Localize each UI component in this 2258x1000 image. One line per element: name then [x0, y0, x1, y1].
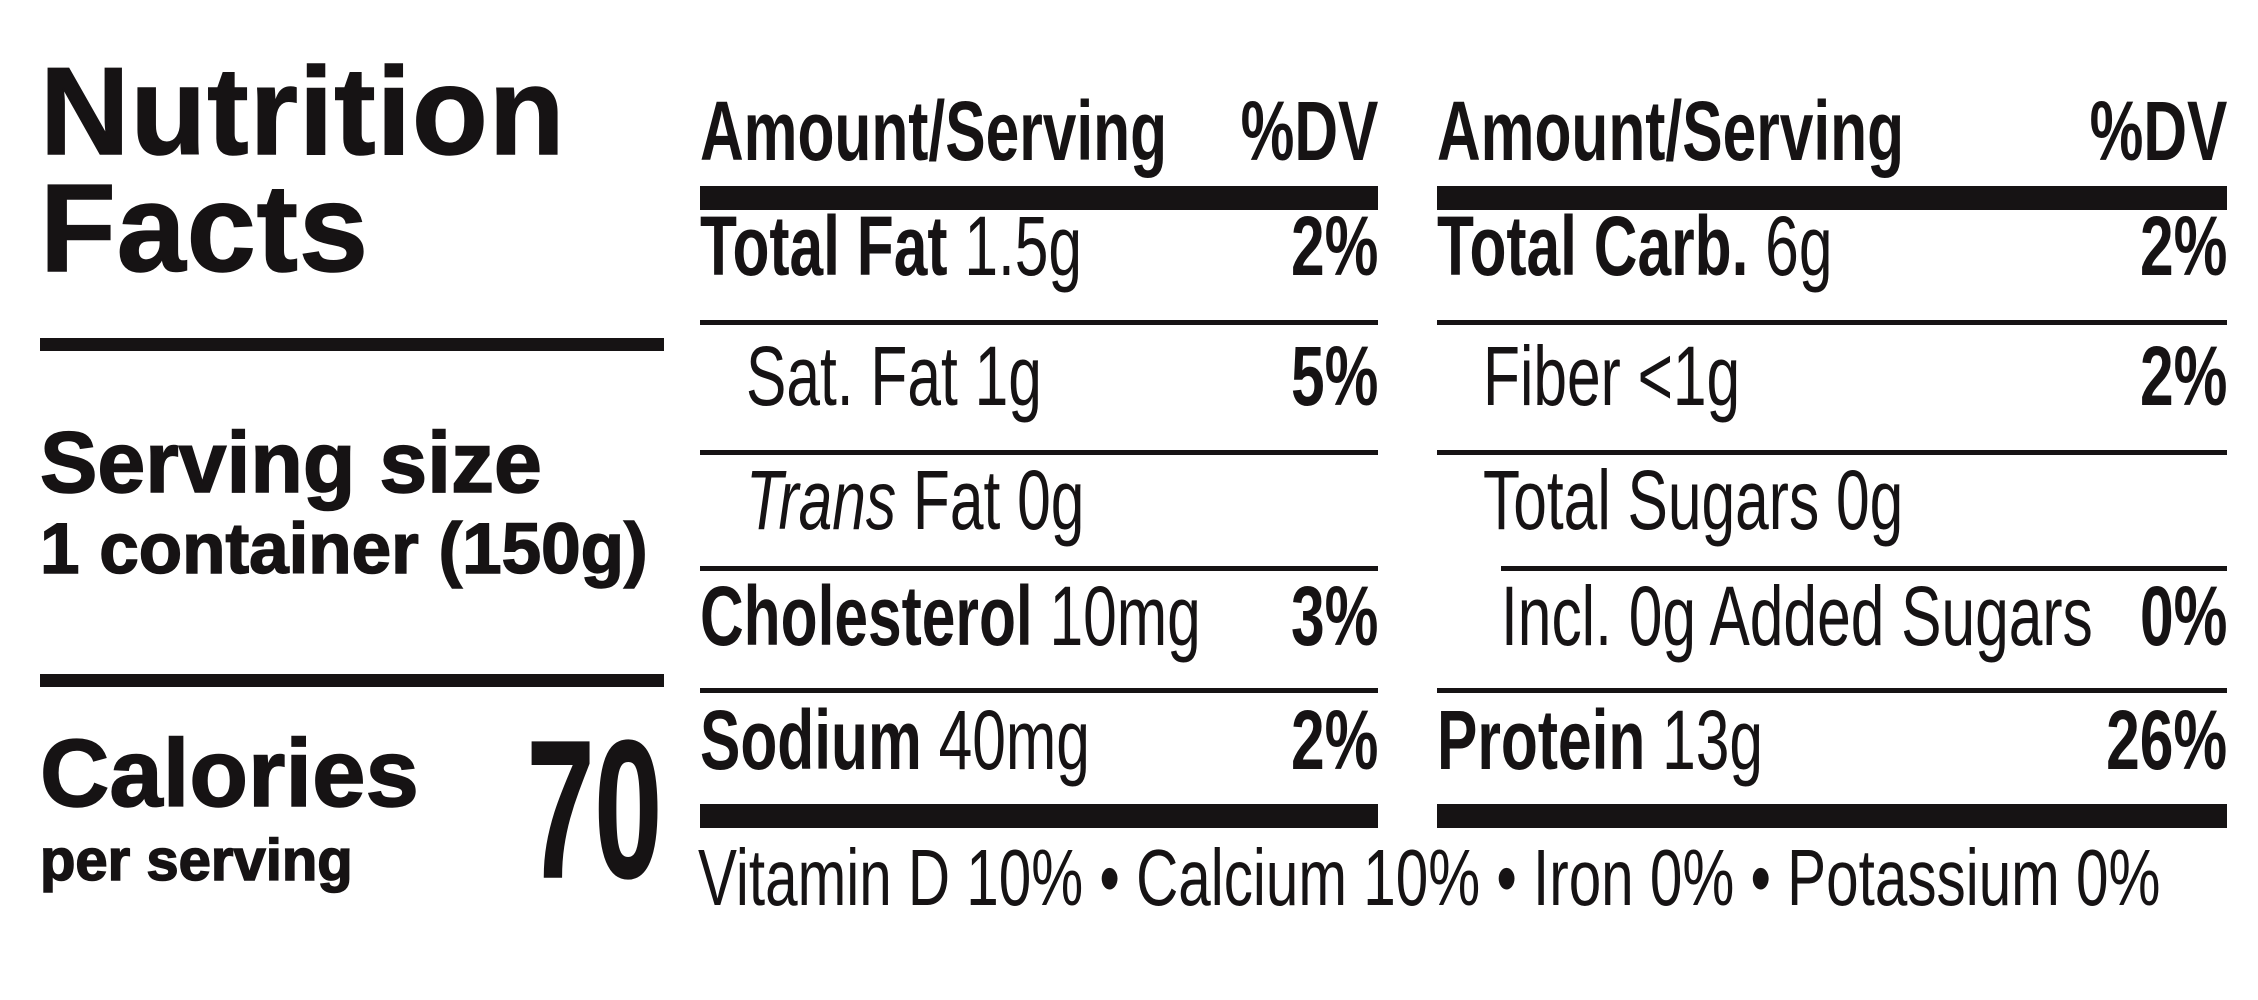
nutrient-name: Incl. 0g Added Sugars	[1501, 569, 2093, 663]
row-sat-fat: Sat. Fat 1g 5%	[700, 334, 1378, 418]
serving-size-label: Serving size	[39, 415, 542, 511]
amount-serving-header: Amount/Serving	[1437, 84, 1905, 178]
column-header: Amount/Serving %DV	[700, 89, 1378, 173]
footer-bar	[700, 804, 1378, 828]
calories-per-serving-label: per serving	[39, 828, 353, 893]
nutrient-name-italic: Trans	[746, 453, 897, 547]
header-bar	[1437, 186, 2227, 210]
calories-value: 70	[444, 700, 662, 919]
divider	[1437, 450, 2227, 455]
row-added-sugars: Incl. 0g Added Sugars 0%	[1437, 574, 2227, 658]
row-fiber: Fiber <1g 2%	[1437, 334, 2227, 418]
calories-number: 70	[526, 700, 662, 919]
title-line-2: Facts	[39, 159, 369, 298]
dv-value: 2%	[1290, 199, 1378, 293]
nutrient-name: Protein 13g	[1437, 698, 1763, 782]
nutrient-amount: 13g	[1645, 693, 1764, 787]
nutrient-amount: Fat 0g	[896, 453, 1085, 547]
nutrient-name-bold: Sodium	[700, 693, 922, 787]
micronutrients-footer: Vitamin D 10% • Calcium 10% • Iron 0% • …	[698, 838, 2243, 918]
divider	[40, 674, 664, 687]
percent-dv-header: %DV	[1240, 84, 1378, 178]
row-total-sugars: Total Sugars 0g	[1437, 458, 2227, 542]
dv-value: 2%	[2139, 329, 2227, 423]
dv-value: 3%	[1290, 569, 1378, 663]
divider	[1501, 566, 2227, 571]
nutrient-name: Sodium 40mg	[700, 698, 1090, 782]
percent-dv-header: %DV	[2089, 84, 2227, 178]
dv-value: 0%	[2139, 569, 2227, 663]
nutrition-column-fats: Amount/Serving %DV Total Fat 1.5g 2% Sat…	[700, 0, 1378, 1000]
row-total-carb: Total Carb. 6g 2%	[1437, 204, 2227, 288]
row-sodium: Sodium 40mg 2%	[700, 698, 1378, 782]
micronutrients-text: Vitamin D 10% • Calcium 10% • Iron 0% • …	[698, 833, 2161, 922]
divider	[700, 566, 1378, 571]
divider	[1437, 688, 2227, 693]
divider	[700, 688, 1378, 693]
nutrient-amount: 1.5g	[947, 199, 1083, 293]
nutrient-name-bold: Protein	[1437, 693, 1646, 787]
nutrition-column-carbs: Amount/Serving %DV Total Carb. 6g 2% Fib…	[1437, 0, 2227, 1000]
dv-value: 26%	[2105, 693, 2227, 787]
divider	[700, 320, 1378, 325]
amount-serving-header: Amount/Serving	[700, 84, 1168, 178]
dv-value: 5%	[1290, 329, 1378, 423]
nutrition-title: Nutrition Facts	[39, 43, 566, 298]
row-total-fat: Total Fat 1.5g 2%	[700, 204, 1378, 288]
dv-value: 2%	[2139, 199, 2227, 293]
nutrient-name: Total Sugars 0g	[1483, 453, 1904, 547]
divider	[1437, 320, 2227, 325]
nutrient-name: Trans Fat 0g	[746, 458, 1084, 542]
header-bar	[700, 186, 1378, 210]
nutrient-name: Total Carb. 6g	[1437, 204, 1832, 288]
nutrient-name: Cholesterol 10mg	[700, 574, 1201, 658]
nutrient-name-bold: Total Carb.	[1437, 199, 1749, 293]
nutrient-name: Sat. Fat 1g	[746, 329, 1042, 423]
footer-bar	[1437, 804, 2227, 828]
row-protein: Protein 13g 26%	[1437, 698, 2227, 782]
nutrient-name: Fiber <1g	[1483, 329, 1741, 423]
serving-size-value: 1 container (150g)	[39, 510, 648, 589]
dv-value: 2%	[1290, 693, 1378, 787]
row-cholesterol: Cholesterol 10mg 3%	[700, 574, 1378, 658]
nutrient-name-bold: Total Fat	[700, 199, 948, 293]
divider	[40, 338, 664, 351]
divider	[700, 450, 1378, 455]
nutrient-name: Total Fat 1.5g	[700, 204, 1082, 288]
nutrient-amount: 6g	[1748, 199, 1833, 293]
nutrient-name-bold: Cholesterol	[700, 569, 1033, 663]
column-header: Amount/Serving %DV	[1437, 89, 2227, 173]
nutrient-amount: 40mg	[921, 693, 1090, 787]
nutrient-amount: 10mg	[1032, 569, 1201, 663]
title-line-1: Nutrition	[39, 43, 566, 181]
label-summary-column: Nutrition Facts Serving size 1 container…	[39, 0, 664, 1000]
row-trans-fat: Trans Fat 0g	[700, 458, 1378, 542]
calories-label: Calories	[39, 720, 419, 827]
